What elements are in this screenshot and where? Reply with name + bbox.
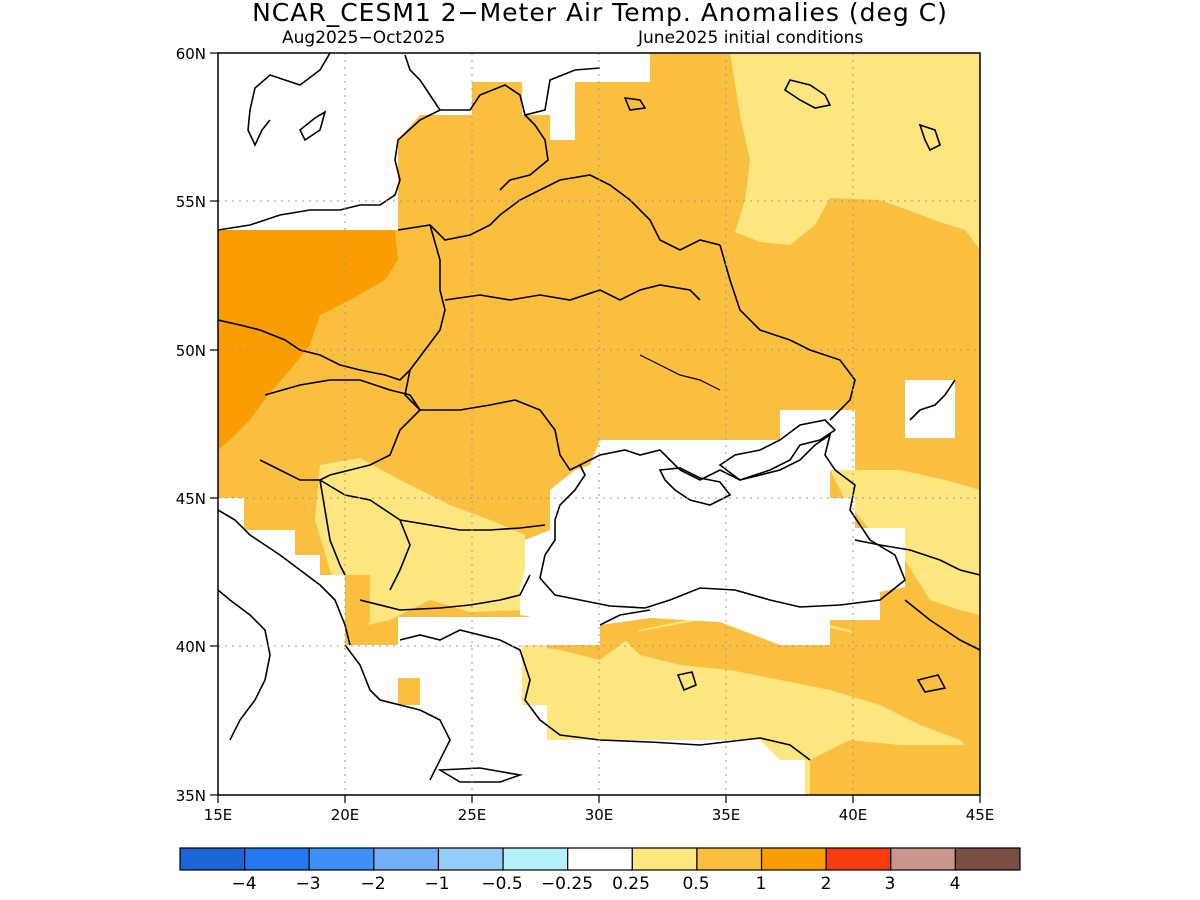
latitude-labels: 60N 55N 50N 45N 40N 35N (176, 45, 206, 805)
lon-tick-label: 30E (585, 806, 614, 824)
anomaly-area-neutral-black-sea (520, 410, 905, 645)
greece-coastline (344, 644, 451, 781)
border-turkey-east (904, 599, 980, 651)
lake-northeast (783, 79, 832, 109)
gulf-of-finland-coastline (404, 54, 441, 111)
border-lithuania-belarus (397, 174, 721, 251)
anomaly-area-neutral-north (218, 53, 650, 230)
lon-tick-label: 20E (331, 806, 360, 824)
colorbar-swatch (373, 847, 440, 871)
dnieper-river (639, 354, 721, 391)
anomaly-area-light-orange-south-turkey (620, 620, 980, 760)
lake-tuz-outline (676, 671, 697, 692)
gotland-coastline (298, 110, 327, 142)
border-poland-west (218, 319, 411, 381)
lake-far-northeast (918, 123, 941, 152)
colorbar-swatch (567, 847, 633, 871)
colorbar-swatch (825, 847, 892, 871)
border-romania-bulgaria (399, 519, 546, 531)
border-bulgaria-greece-turkey (359, 574, 531, 611)
chart-title: NCAR_CESM1 2−Meter Air Temp. Anomalies (… (252, 0, 948, 27)
border-russia-georgia (854, 539, 980, 576)
colorbar-swatch (437, 847, 504, 871)
colorbar-label: 3 (885, 874, 896, 894)
colorbar-label: −0.5 (481, 874, 522, 894)
colorbar-label: −2 (360, 874, 385, 894)
gulf-of-riga-coastline (499, 114, 549, 191)
scandinavia-coastline (247, 53, 331, 147)
colorbar-label: −0.25 (541, 874, 593, 894)
colorbar-swatch (179, 847, 246, 871)
baltic-coastline (218, 67, 601, 231)
colorbar-label: 0.5 (682, 874, 709, 894)
aegean-coastline (399, 629, 811, 761)
border-belarus-ukraine (444, 284, 701, 301)
colorbar-swatch (631, 847, 698, 871)
gridlines (218, 53, 980, 795)
border-moldova (514, 399, 581, 472)
colorbar-swatches (179, 847, 1021, 871)
anomaly-area-pale-yellow-aegean (522, 645, 547, 678)
border-poland-ukraine (404, 224, 446, 411)
colorbar-label: −1 (424, 874, 449, 894)
anomaly-area-light-orange-greece (398, 678, 420, 705)
anomaly-field (218, 53, 980, 795)
tick-marks (210, 52, 981, 803)
colorbar-swatch (696, 847, 763, 871)
colorbar-label: 0.25 (612, 874, 650, 894)
colorbar-swatch (760, 847, 827, 871)
lake-van-outline (916, 674, 947, 693)
lon-tick-label: 45E (966, 806, 995, 824)
border-croatia-bosnia (259, 459, 346, 576)
adriatic-coastline (218, 509, 351, 646)
anomaly-area-light-orange-southeast (810, 740, 980, 795)
lon-tick-label: 40E (839, 806, 868, 824)
lat-tick-label: 35N (176, 787, 206, 805)
anomaly-area-dark-orange-west (218, 230, 398, 450)
crete-outline (437, 767, 524, 783)
black-sea-coastline (539, 433, 906, 609)
sea-of-azov-coastline (718, 419, 837, 481)
anomaly-area-light-orange-adriatic (345, 575, 370, 645)
lat-tick-label: 55N (176, 193, 206, 211)
border-czech-slovakia-hungary (264, 379, 516, 411)
initial-conditions: June2025 initial conditions (638, 28, 864, 48)
colorbar-label: −3 (295, 874, 320, 894)
lat-tick-label: 50N (176, 342, 206, 360)
colorbar-labels: −4 −3 −2 −1 −0.5 −0.25 0.25 0.5 1 2 3 4 (231, 874, 960, 894)
lon-tick-label: 35E (712, 806, 741, 824)
colorbar-swatch (308, 847, 375, 871)
colorbar-swatch (890, 847, 956, 871)
colorbar-label: 1 (756, 874, 767, 894)
lon-tick-label: 15E (204, 806, 233, 824)
colorbar-label: 2 (821, 874, 832, 894)
colorbar: −4 −3 −2 −1 −0.5 −0.25 0.25 0.5 1 2 3 4 (179, 847, 1021, 894)
colorbar-swatch (502, 847, 569, 871)
border-romania-north (319, 409, 421, 481)
caspian-coastline (909, 379, 956, 421)
crimea-coastline (658, 467, 732, 506)
coastlines-and-borders (218, 53, 980, 783)
forecast-period: Aug2025−Oct2025 (282, 28, 446, 48)
longitude-labels: 15E 20E 25E 30E 35E 40E 45E (204, 806, 995, 824)
colorbar-swatch (244, 847, 310, 871)
lat-tick-label: 45N (176, 490, 206, 508)
lat-tick-label: 60N (176, 45, 206, 63)
colorbar-label: −4 (231, 874, 256, 894)
anomaly-area-neutral-southwest-strip (218, 498, 230, 795)
colorbar-label: 4 (950, 874, 961, 894)
italy-coastline (218, 589, 271, 741)
lat-tick-label: 40N (176, 638, 206, 656)
anomaly-area-neutral-east-patch (905, 380, 955, 438)
colorbar-swatch (954, 847, 1021, 871)
lon-tick-label: 25E (458, 806, 487, 824)
turkey-north-coast (599, 609, 651, 626)
lake-ladoga-onega (623, 97, 647, 111)
